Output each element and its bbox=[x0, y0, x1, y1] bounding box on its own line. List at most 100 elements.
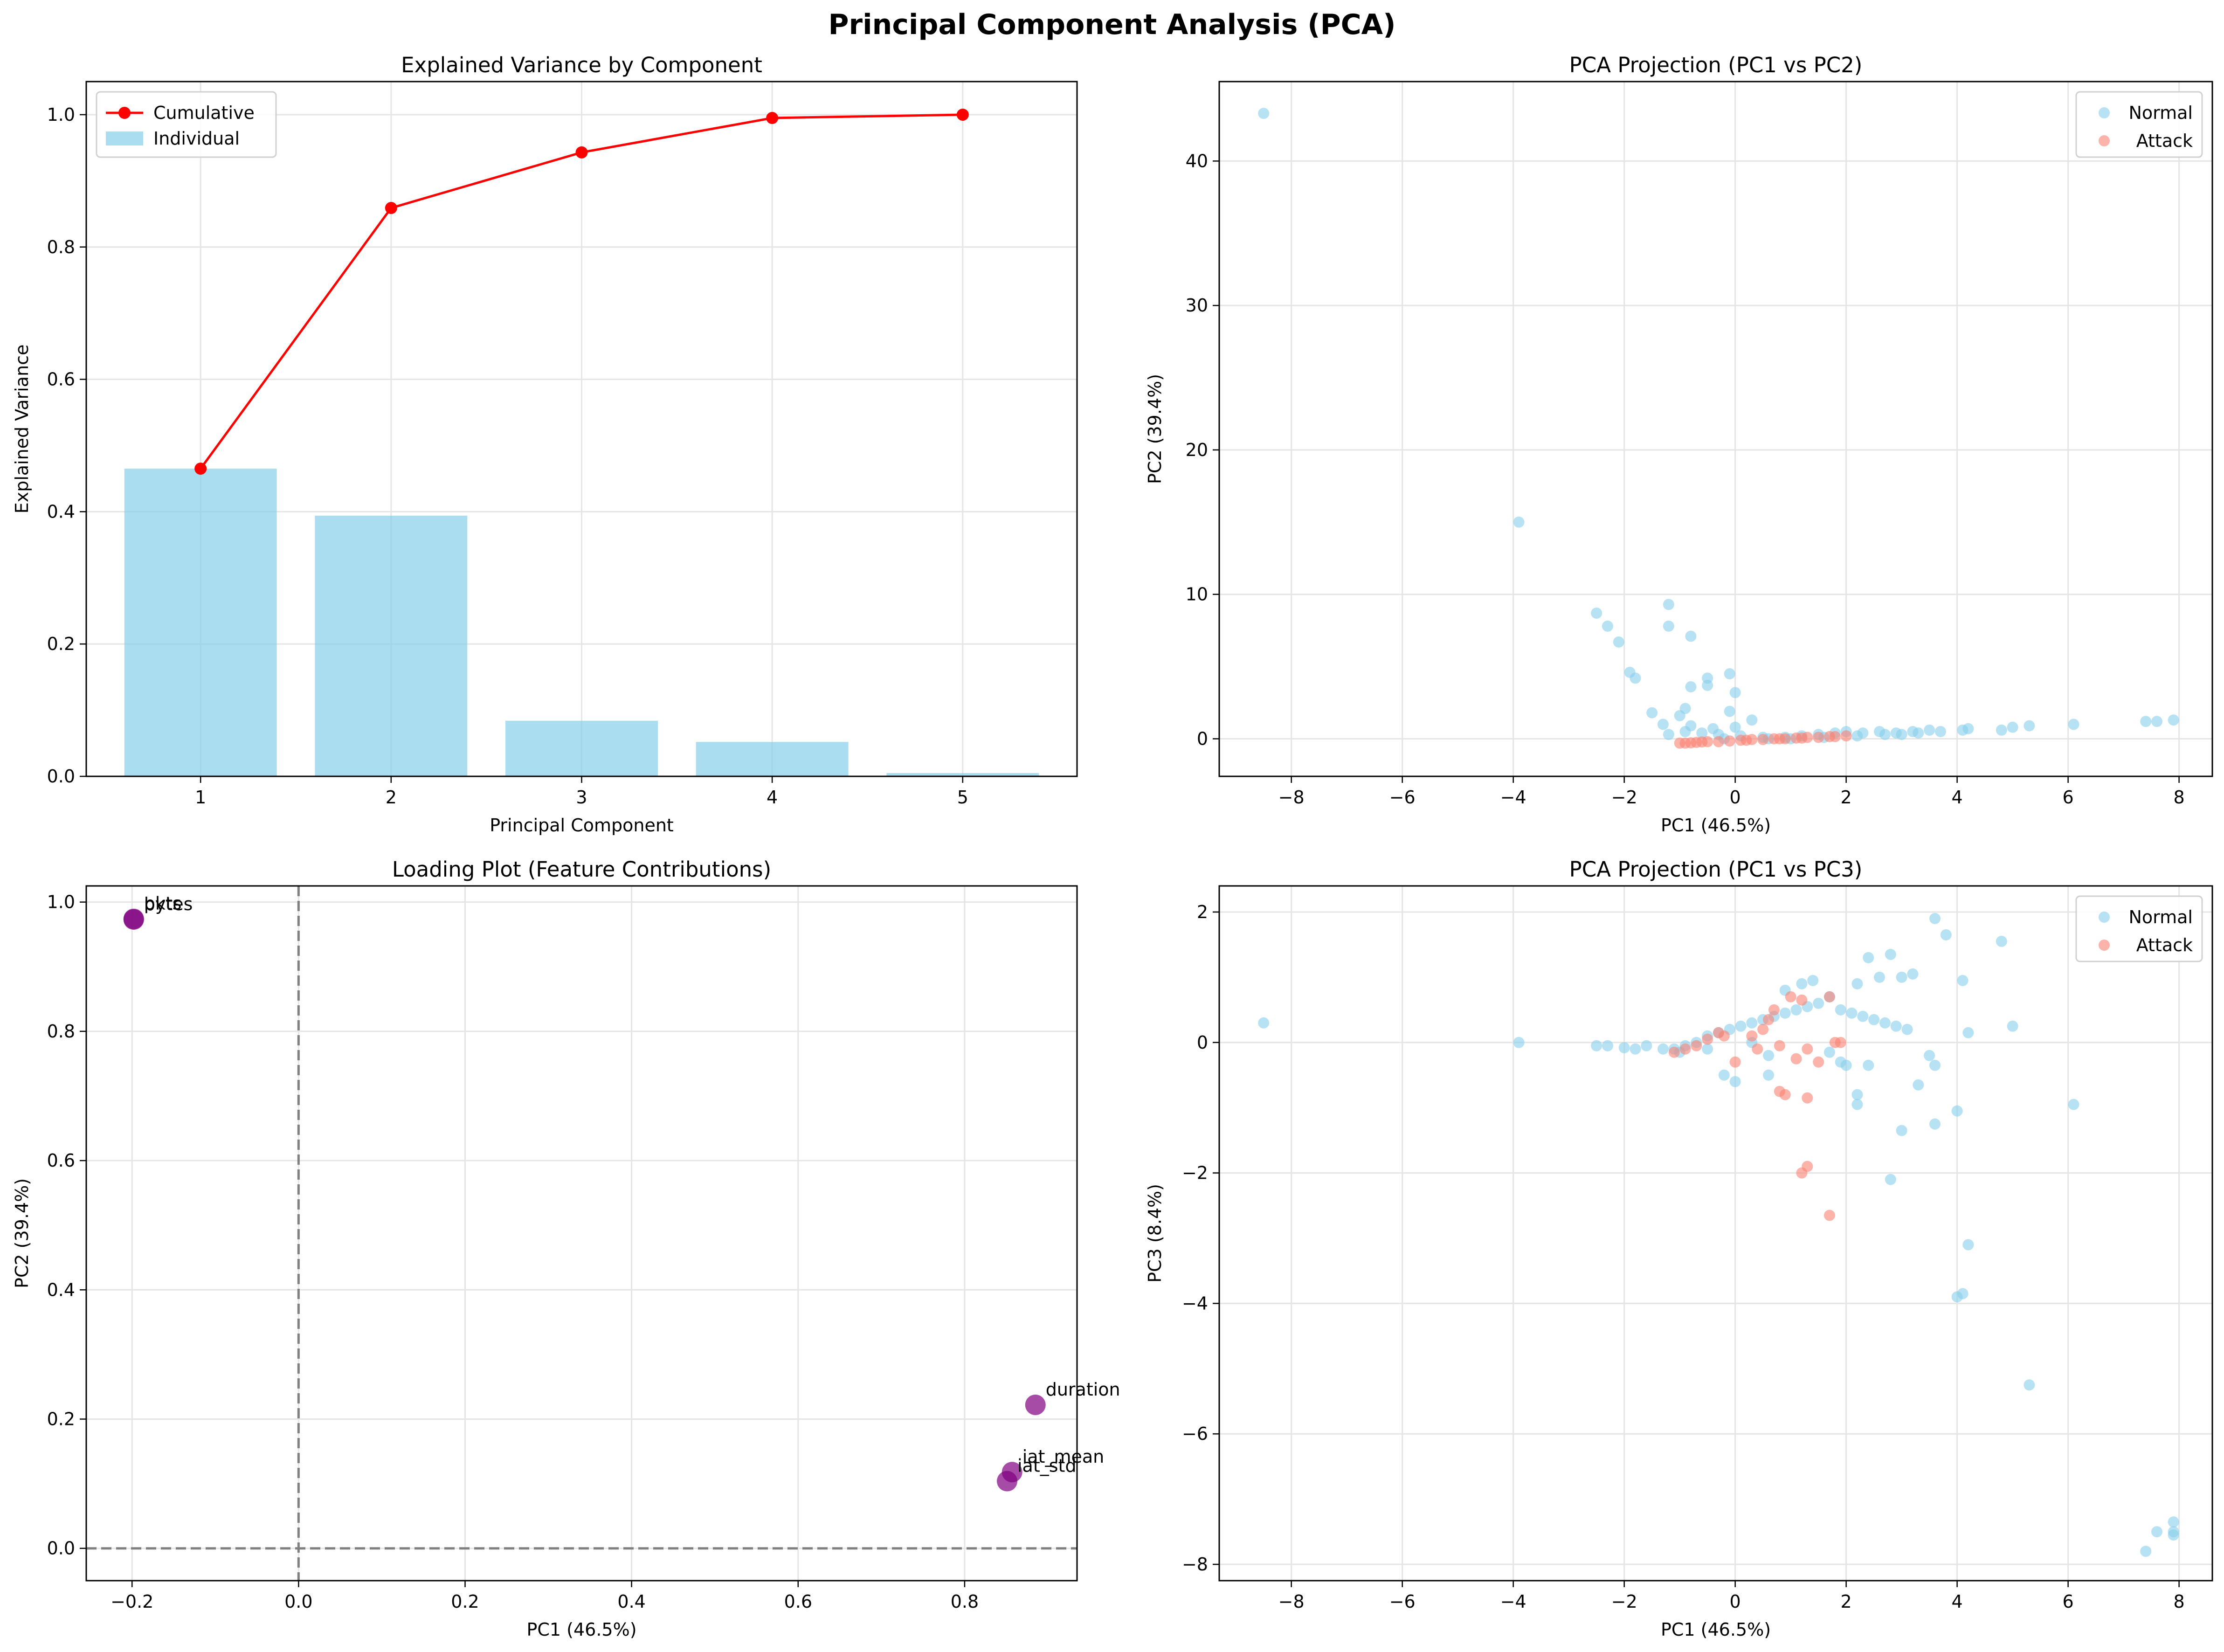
x-axis-label: PC1 (46.5%) bbox=[526, 1619, 636, 1640]
normal-point bbox=[1779, 1007, 1791, 1019]
y-tick-label: 0.0 bbox=[47, 766, 75, 787]
normal-point bbox=[1763, 1069, 1775, 1081]
normal-point bbox=[2140, 1546, 2152, 1557]
x-tick-label: −8 bbox=[1278, 1591, 1305, 1612]
normal-point bbox=[1879, 729, 1891, 740]
normal-point bbox=[2151, 716, 2163, 727]
y-tick-label: −4 bbox=[1182, 1293, 1208, 1313]
normal-point bbox=[1718, 1069, 1730, 1081]
x-tick-label: −4 bbox=[1500, 787, 1526, 808]
attack-point bbox=[1724, 735, 1735, 747]
normal-point bbox=[1863, 952, 1874, 963]
x-tick-label: 4 bbox=[767, 787, 778, 808]
normal-point bbox=[1962, 1239, 1974, 1251]
attack-point bbox=[1679, 1043, 1691, 1055]
cumulative-point-4 bbox=[766, 112, 779, 124]
normal-point bbox=[1591, 1040, 1602, 1051]
legend-swatch-individual bbox=[106, 131, 143, 145]
attack-point bbox=[1685, 737, 1697, 749]
axes-2: −8 −6 −4 −2 0 2 4 6 8 0 10 20 30 40 PCA Projection (PC… bbox=[1145, 53, 2213, 836]
legend: Normal Attack bbox=[2075, 91, 2203, 158]
loading-label-iat_std: iat_std bbox=[1017, 1456, 1077, 1476]
attack-point bbox=[1790, 1053, 1802, 1064]
axes-title: Explained Variance by Component bbox=[401, 53, 762, 77]
normal-point bbox=[1729, 687, 1741, 698]
attack-point bbox=[1763, 1014, 1775, 1025]
attack-point bbox=[1746, 1030, 1758, 1042]
normal-point bbox=[1851, 1089, 1863, 1100]
axes-title: Loading Plot (Feature Contributions) bbox=[392, 857, 771, 882]
normal-point bbox=[1851, 978, 1863, 989]
x-tick-label: 0.4 bbox=[617, 1591, 645, 1612]
loading-point-duration bbox=[1025, 1394, 1046, 1415]
normal-point bbox=[1641, 1040, 1652, 1051]
bar-1 bbox=[124, 469, 277, 776]
normal-point bbox=[1685, 681, 1697, 692]
y-tick-label: 1.0 bbox=[47, 104, 75, 125]
attack-point bbox=[1752, 1043, 1763, 1055]
attack-point bbox=[1829, 731, 1841, 742]
y-tick-label: 30 bbox=[1186, 295, 1208, 316]
bar-5 bbox=[886, 773, 1039, 776]
normal-point bbox=[1863, 1059, 1874, 1071]
y-tick-label: 0.8 bbox=[47, 237, 75, 257]
normal-point bbox=[1657, 1043, 1669, 1055]
normal-point bbox=[1896, 1125, 1907, 1136]
legend-label-normal: Normal bbox=[2129, 907, 2193, 927]
legend-marker-attack bbox=[2099, 940, 2110, 951]
attack-point bbox=[1718, 1030, 1730, 1042]
y-tick-label: 0.6 bbox=[47, 369, 75, 390]
x-tick-label: −0.2 bbox=[111, 1591, 153, 1612]
plot-area bbox=[124, 108, 1039, 776]
normal-point bbox=[1929, 1059, 1941, 1071]
x-tick-label: 2 bbox=[1841, 1591, 1852, 1612]
normal-point bbox=[2151, 1526, 2163, 1538]
x-tick-label: 1 bbox=[195, 787, 206, 808]
normal-point bbox=[1896, 729, 1907, 740]
x-tick-label: 8 bbox=[2174, 1591, 2185, 1612]
normal-point bbox=[1901, 1023, 1913, 1035]
bar-4 bbox=[696, 742, 849, 776]
normal-point bbox=[2068, 719, 2079, 730]
legend-label-cumulative: Cumulative bbox=[153, 103, 255, 123]
normal-point bbox=[1929, 1118, 1941, 1130]
x-tick-label: 4 bbox=[1952, 1591, 1963, 1612]
bar-2 bbox=[315, 515, 468, 776]
x-tick-label: 6 bbox=[2063, 787, 2074, 808]
y-tick-label: 20 bbox=[1186, 440, 1208, 460]
normal-point bbox=[1962, 723, 1974, 734]
normal-point bbox=[1874, 971, 1886, 983]
y-tick-label: 0.6 bbox=[47, 1150, 75, 1171]
normal-point bbox=[1840, 1059, 1852, 1071]
normal-point bbox=[1602, 620, 1613, 632]
x-tick-label: −6 bbox=[1389, 787, 1416, 808]
attack-point bbox=[1835, 1037, 1846, 1048]
normal-point bbox=[1951, 1105, 1963, 1117]
x-tick-label: 0.6 bbox=[784, 1591, 812, 1612]
legend-marker-normal bbox=[2099, 912, 2110, 923]
normal-point bbox=[1702, 1043, 1713, 1055]
x-tick-label: −2 bbox=[1611, 1591, 1637, 1612]
x-tick-label: −2 bbox=[1611, 787, 1637, 808]
x-tick-label: 0.2 bbox=[451, 1591, 479, 1612]
y-tick-label: 10 bbox=[1186, 584, 1208, 605]
attack-point bbox=[1802, 1092, 1813, 1104]
normal-point bbox=[1934, 726, 1946, 737]
normal-point bbox=[1746, 714, 1758, 726]
normal-point bbox=[2007, 721, 2018, 733]
normal-point bbox=[1790, 1004, 1802, 1016]
normal-point bbox=[1663, 599, 1674, 610]
normal-point bbox=[1746, 1017, 1758, 1029]
normal-point bbox=[1729, 721, 1741, 733]
y-tick-label: −6 bbox=[1182, 1424, 1208, 1444]
y-tick-label: 40 bbox=[1186, 151, 1208, 171]
normal-point bbox=[1940, 929, 1952, 940]
normal-point bbox=[1851, 1099, 1863, 1110]
normal-point bbox=[1846, 1007, 1858, 1019]
legend-marker-attack bbox=[2099, 135, 2110, 146]
x-tick-label: 0 bbox=[1730, 787, 1741, 808]
loading-point-pkts bbox=[123, 908, 144, 929]
axes-title: PCA Projection (PC1 vs PC3) bbox=[1569, 857, 1863, 882]
